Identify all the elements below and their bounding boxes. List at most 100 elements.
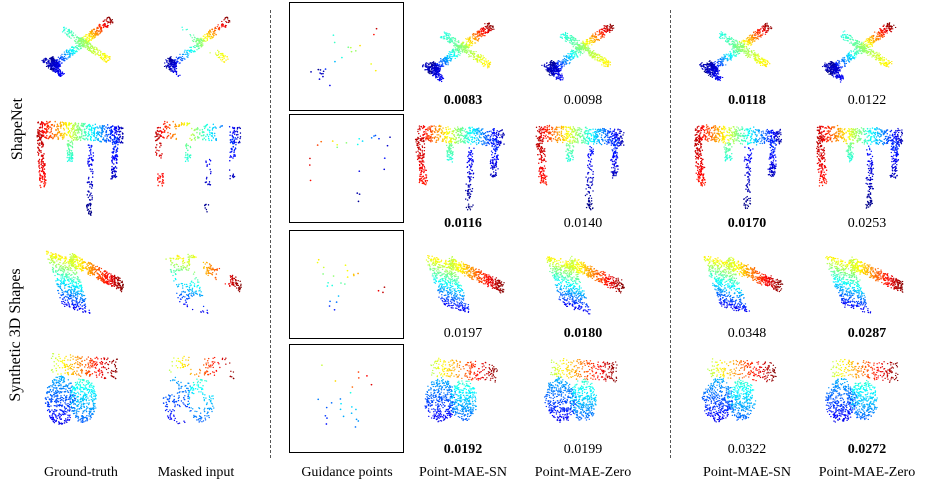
point [736, 44, 738, 46]
point [89, 31, 91, 33]
point [841, 76, 844, 78]
point [450, 37, 452, 39]
point [586, 39, 589, 41]
point [318, 78, 321, 80]
point [837, 64, 839, 66]
point [164, 62, 166, 64]
point [745, 54, 747, 57]
point [842, 78, 845, 80]
point [595, 37, 598, 39]
point [370, 63, 372, 65]
point [761, 62, 764, 65]
point [84, 44, 86, 46]
point [716, 64, 719, 66]
point [42, 59, 45, 61]
point [476, 56, 479, 58]
point [859, 47, 861, 49]
point [590, 41, 593, 43]
point [169, 60, 172, 62]
point [79, 45, 81, 48]
point [735, 40, 738, 42]
point [570, 50, 573, 52]
point [543, 63, 546, 65]
point [576, 56, 579, 58]
point [713, 74, 715, 76]
point [439, 73, 441, 75]
point [91, 30, 93, 32]
point [846, 54, 848, 56]
point [718, 70, 721, 72]
point [447, 64, 449, 66]
point [733, 50, 735, 52]
point [837, 62, 840, 64]
point [766, 22, 768, 24]
point [608, 26, 611, 28]
point [754, 40, 756, 42]
point [197, 38, 199, 41]
point [834, 70, 837, 72]
point [561, 79, 564, 81]
point [853, 56, 855, 58]
point [875, 38, 877, 41]
point [830, 68, 833, 70]
point [573, 39, 575, 41]
point [449, 40, 451, 42]
point [738, 42, 741, 44]
point [466, 41, 468, 43]
point [571, 58, 573, 60]
point [201, 42, 203, 44]
point [886, 32, 888, 34]
point [472, 58, 475, 60]
point [753, 34, 756, 37]
point [80, 37, 82, 39]
point [840, 67, 842, 69]
point [605, 63, 607, 65]
point [755, 38, 757, 40]
point [51, 56, 54, 58]
point [835, 73, 838, 75]
point [435, 65, 438, 67]
point [94, 36, 96, 38]
point [455, 43, 457, 45]
point [60, 55, 62, 57]
point [70, 32, 73, 34]
point [459, 45, 461, 48]
point [97, 34, 99, 36]
point [431, 68, 433, 70]
point [728, 55, 730, 57]
point [720, 77, 722, 79]
point [847, 53, 850, 55]
point [589, 50, 591, 52]
point [564, 59, 566, 61]
point [322, 70, 325, 73]
point [490, 27, 493, 29]
point [485, 26, 487, 28]
point [707, 63, 710, 65]
point [760, 57, 763, 59]
point [761, 58, 763, 60]
point [835, 62, 838, 65]
point [849, 55, 851, 57]
point [709, 60, 711, 62]
point [434, 71, 436, 73]
point [607, 29, 609, 31]
point [444, 35, 446, 37]
point [879, 54, 881, 56]
point [849, 34, 852, 37]
point [871, 50, 873, 52]
point [565, 36, 567, 38]
column-label-guidance-points: Guidance points [301, 465, 393, 480]
point [484, 65, 486, 67]
point [572, 50, 575, 52]
point [878, 34, 880, 36]
point [590, 36, 592, 38]
point [580, 46, 582, 48]
point [490, 30, 492, 32]
point [61, 72, 64, 74]
point [426, 65, 429, 67]
point [84, 40, 87, 42]
point [550, 70, 552, 72]
point [859, 50, 862, 52]
point [720, 31, 722, 33]
point [578, 51, 580, 53]
